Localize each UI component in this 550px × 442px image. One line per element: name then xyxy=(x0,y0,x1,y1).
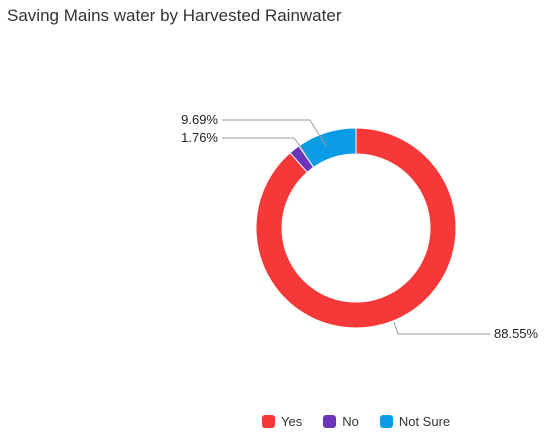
legend-item-yes[interactable]: Yes xyxy=(262,414,302,429)
legend-label-yes: Yes xyxy=(281,414,303,429)
legend-label-not-sure: Not Sure xyxy=(398,414,451,429)
legend-item-no[interactable]: No xyxy=(323,414,359,429)
data-label-yes: 88.55% xyxy=(494,326,539,341)
donut-slice-not-sure[interactable] xyxy=(298,127,357,168)
legend-swatch-no xyxy=(323,415,337,428)
legend-swatch-yes xyxy=(262,415,275,428)
chart-title: Saving Mains water by Harvested Rainwate… xyxy=(7,6,342,25)
donut-slice-yes[interactable] xyxy=(255,127,457,329)
leader-line-no xyxy=(222,137,307,155)
legend-item-not-sure[interactable]: Not Sure xyxy=(379,414,451,429)
data-label-no: 1.76% xyxy=(181,130,218,145)
leader-line-not-sure xyxy=(222,119,327,147)
legend-label-no: No xyxy=(342,414,359,429)
leader-line-yes xyxy=(393,321,490,335)
legend-swatch-not-sure xyxy=(379,415,393,428)
chart-legend: Yes No Not Sure xyxy=(262,414,471,429)
data-label-not-sure: 9.69% xyxy=(181,112,218,127)
